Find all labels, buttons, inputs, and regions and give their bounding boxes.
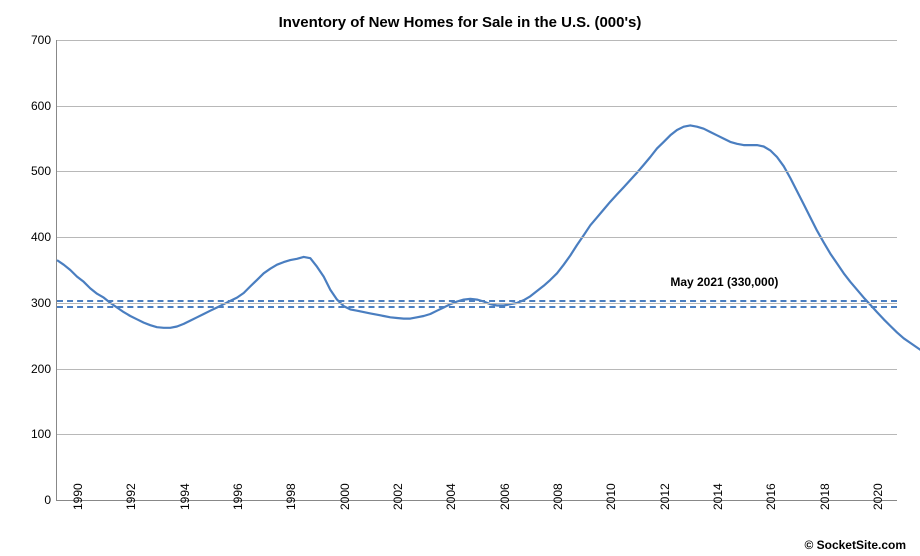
gridline-y <box>57 369 897 370</box>
x-tick-label: 1998 <box>270 483 298 510</box>
x-tick-label: 2014 <box>697 483 725 510</box>
y-tick-label: 0 <box>44 493 57 507</box>
y-tick-label: 100 <box>31 427 57 441</box>
x-tick-label: 1994 <box>164 483 192 510</box>
data-line <box>57 125 920 406</box>
chart-container: Inventory of New Homes for Sale in the U… <box>0 0 920 556</box>
gridline-y <box>57 171 897 172</box>
y-tick-label: 400 <box>31 230 57 244</box>
reference-line <box>57 306 897 308</box>
y-tick-label: 600 <box>31 99 57 113</box>
credit: © SocketSite.com <box>804 538 906 552</box>
y-tick-label: 300 <box>31 296 57 310</box>
x-tick-label: 1992 <box>110 483 138 510</box>
gridline-y <box>57 237 897 238</box>
plot-area: 0100200300400500600700199019921994199619… <box>56 40 897 501</box>
x-tick-label: 2002 <box>377 483 405 510</box>
x-tick-label: 2006 <box>484 483 512 510</box>
x-tick-label: 2010 <box>590 483 618 510</box>
chart-title: Inventory of New Homes for Sale in the U… <box>0 14 920 31</box>
x-tick-label: 1996 <box>217 483 245 510</box>
gridline-y <box>57 106 897 107</box>
y-tick-label: 200 <box>31 362 57 376</box>
x-tick-label: 2008 <box>537 483 565 510</box>
x-tick-label: 2012 <box>644 483 672 510</box>
x-tick-label: 2016 <box>750 483 778 510</box>
x-tick-label: 2018 <box>804 483 832 510</box>
x-tick-label: 2000 <box>324 483 352 510</box>
line-layer <box>57 40 897 500</box>
x-tick-label: 1990 <box>57 483 85 510</box>
y-tick-label: 500 <box>31 164 57 178</box>
gridline-y <box>57 40 897 41</box>
reference-line <box>57 300 897 302</box>
y-tick-label: 700 <box>31 33 57 47</box>
gridline-y <box>57 303 897 304</box>
reference-label: May 2021 (330,000) <box>670 275 778 289</box>
x-tick-label: 2020 <box>857 483 885 510</box>
x-tick-label: 2004 <box>430 483 458 510</box>
gridline-y <box>57 434 897 435</box>
